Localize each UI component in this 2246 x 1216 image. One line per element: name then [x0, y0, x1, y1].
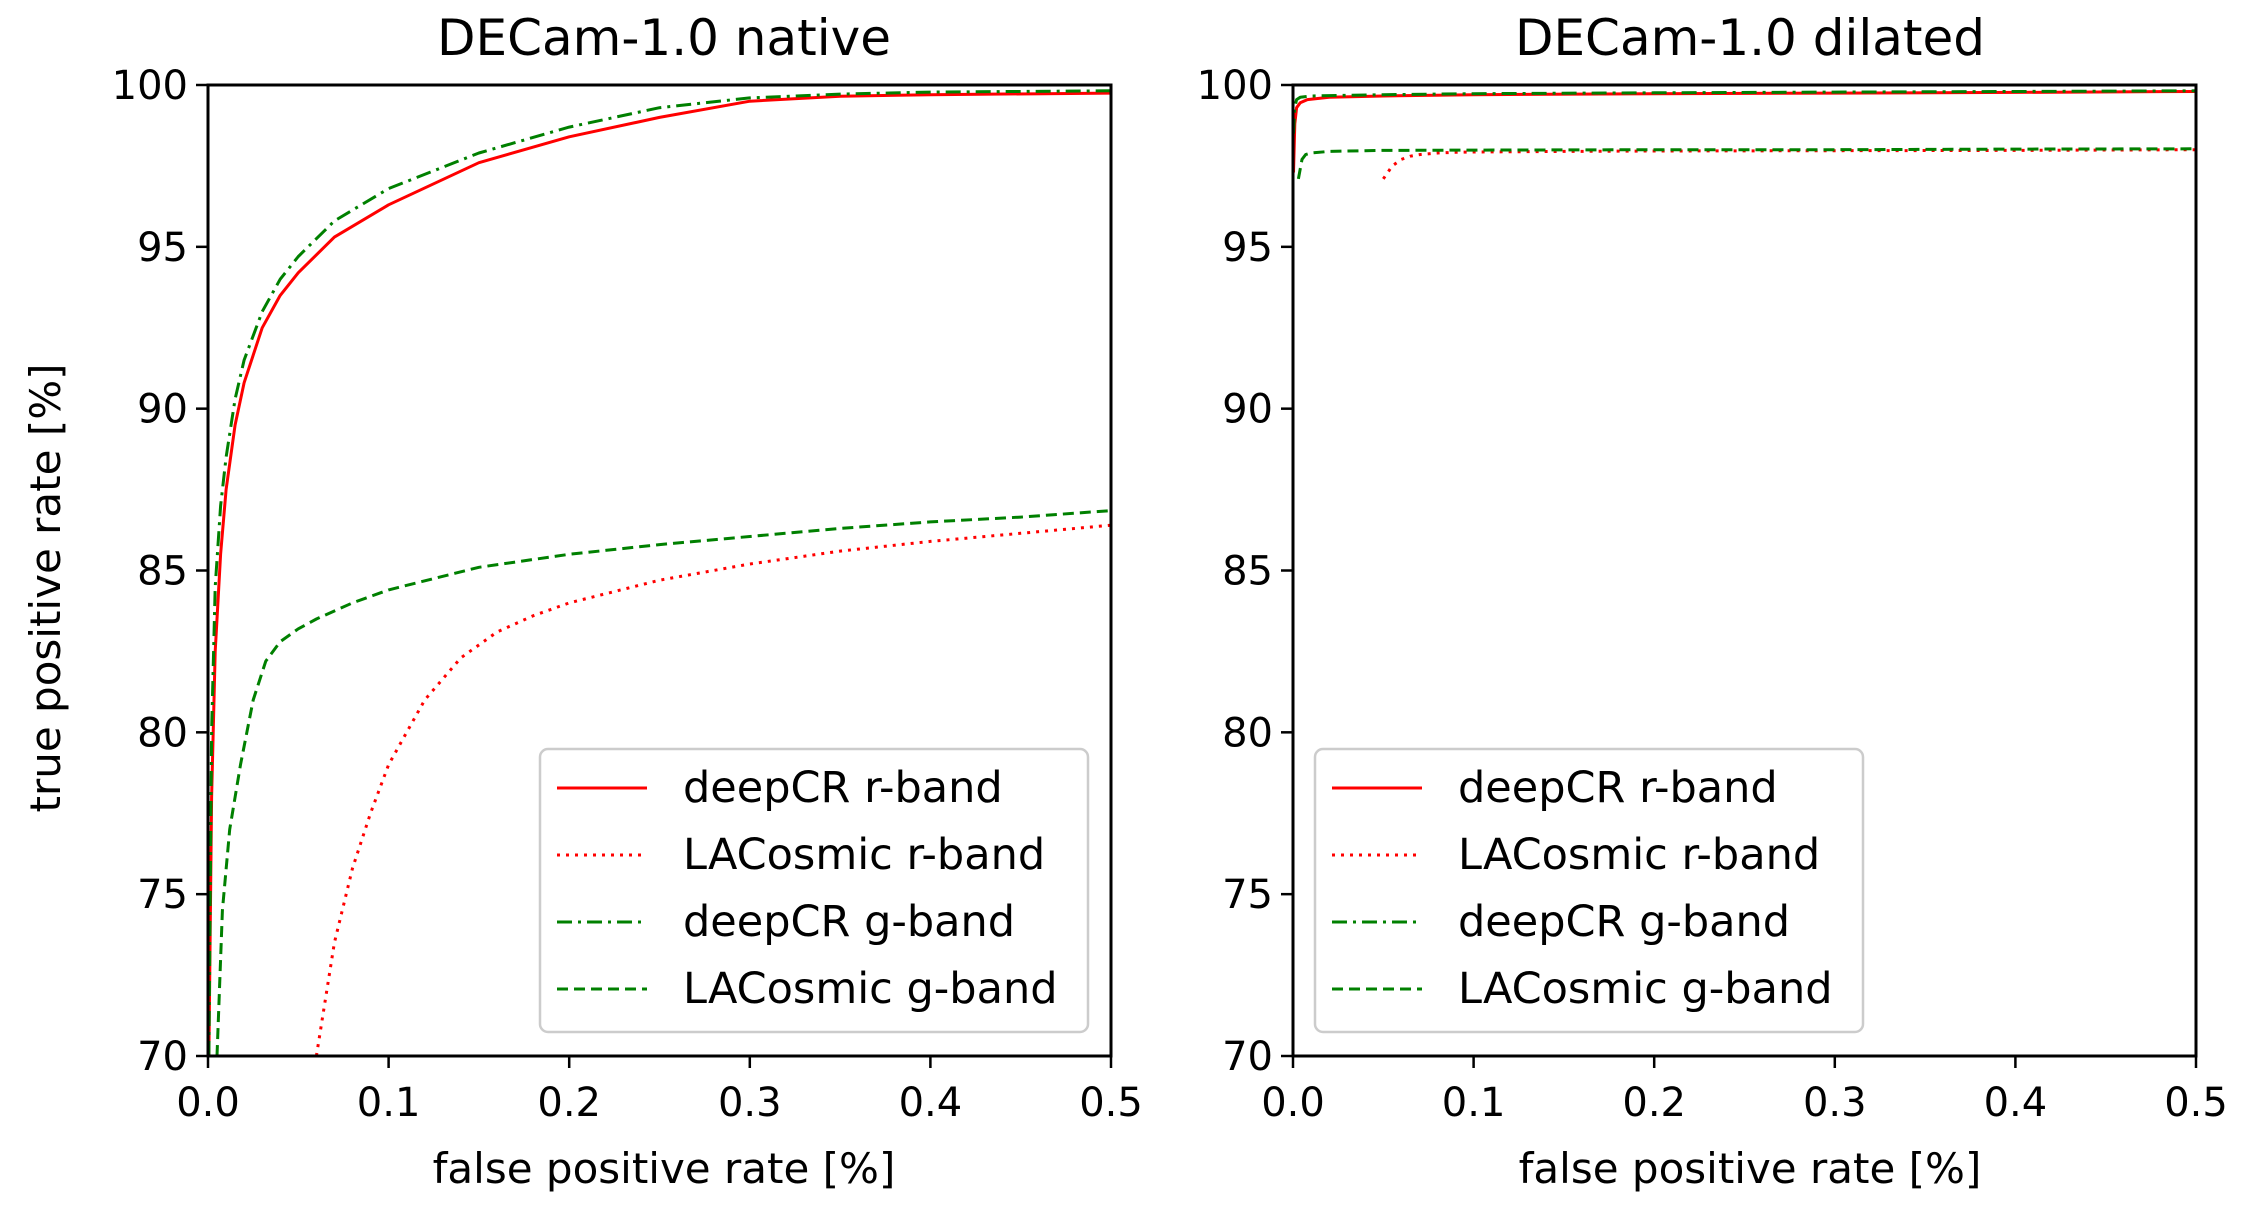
legend-dilated: deepCR r-band LACosmic r-band deepCR g-b… [1313, 747, 1865, 1034]
y-tick-label: 85 [137, 549, 188, 595]
ylabel-native: true positive rate [%] [21, 364, 70, 813]
series-line-deepcr-g-band [207, 89, 1112, 1057]
y-tick-label: 100 [1197, 63, 1273, 109]
series-line-deepcr-g-band [1292, 89, 2197, 134]
series-line-lacosmic-g-band [215, 509, 1112, 1057]
xlabel-dilated: false positive rate [%] [1519, 1144, 1982, 1193]
legend-label-deepcr-g: deepCR g-band [1458, 897, 1790, 947]
y-tick-label: 80 [1222, 710, 1273, 756]
y-tick-label: 90 [137, 387, 188, 433]
series-line-deepcr-r-band [1292, 90, 2197, 173]
y-tick-label: 90 [1222, 387, 1273, 433]
legend-label-lacosmic-r: LACosmic r-band [1458, 830, 1820, 880]
x-tick-label: 0.0 [1261, 1080, 1325, 1126]
legend-native: deepCR r-band LACosmic r-band deepCR g-b… [538, 747, 1090, 1034]
x-tick-label: 0.2 [537, 1080, 601, 1126]
legend-label-deepcr-g: deepCR g-band [683, 897, 1015, 947]
legend-box-dilated [1313, 747, 1865, 1034]
panel-native: DECam-1.0 native true positive rate [%] … [21, 9, 1143, 1193]
legend-label-lacosmic-g: LACosmic g-band [1458, 964, 1833, 1014]
x-tick-label: 0.2 [1622, 1080, 1686, 1126]
legend-label-deepcr-r: deepCR r-band [683, 763, 1003, 813]
x-tick-label: 0.4 [899, 1080, 963, 1126]
x-tick-label: 0.3 [1803, 1080, 1867, 1126]
x-tick-label: 0.1 [1442, 1080, 1506, 1126]
series-line-lacosmic-r-band [314, 523, 1112, 1057]
x-tick-label: 0.4 [1984, 1080, 2048, 1126]
chart-title-dilated: DECam-1.0 dilated [1515, 9, 1985, 67]
chart-title-native: DECam-1.0 native [437, 9, 891, 67]
x-tick-label: 0.1 [357, 1080, 421, 1126]
plot-native: 0.0 0.1 0.2 0.3 0.4 0.5 70 75 80 85 90 95 100 [112, 63, 1143, 1126]
y-tick-label: 100 [112, 63, 188, 109]
x-tick-label: 0.3 [718, 1080, 782, 1126]
x-tick-label: 0.0 [176, 1080, 240, 1126]
y-tick-label: 95 [137, 225, 188, 271]
y-tick-label: 75 [1222, 872, 1273, 918]
y-tick-label: 70 [1222, 1034, 1273, 1080]
panel-dilated: DECam-1.0 dilated false positive rate [%… [1197, 9, 2228, 1193]
series-line-lacosmic-g-band [1296, 147, 2197, 180]
x-tick-label: 0.5 [2164, 1080, 2228, 1126]
y-tick-label: 75 [137, 872, 188, 918]
legend-label-lacosmic-g: LACosmic g-band [683, 964, 1058, 1014]
plot-dilated: 0.0 0.1 0.2 0.3 0.4 0.5 70 75 80 85 90 95 100 [1197, 63, 2228, 1126]
y-tick-label: 95 [1222, 225, 1273, 271]
legend-label-lacosmic-r: LACosmic r-band [683, 830, 1045, 880]
series-line-deepcr-r-band [207, 91, 1112, 1057]
x-tick-label: 0.5 [1079, 1080, 1143, 1126]
legend-box-native [538, 747, 1090, 1034]
series-line-lacosmic-r-band [1382, 148, 2197, 180]
xlabel-native: false positive rate [%] [433, 1144, 896, 1193]
y-tick-label: 70 [137, 1034, 188, 1080]
legend-label-deepcr-r: deepCR r-band [1458, 763, 1778, 813]
y-tick-label: 85 [1222, 549, 1273, 595]
y-tick-label: 80 [137, 710, 188, 756]
